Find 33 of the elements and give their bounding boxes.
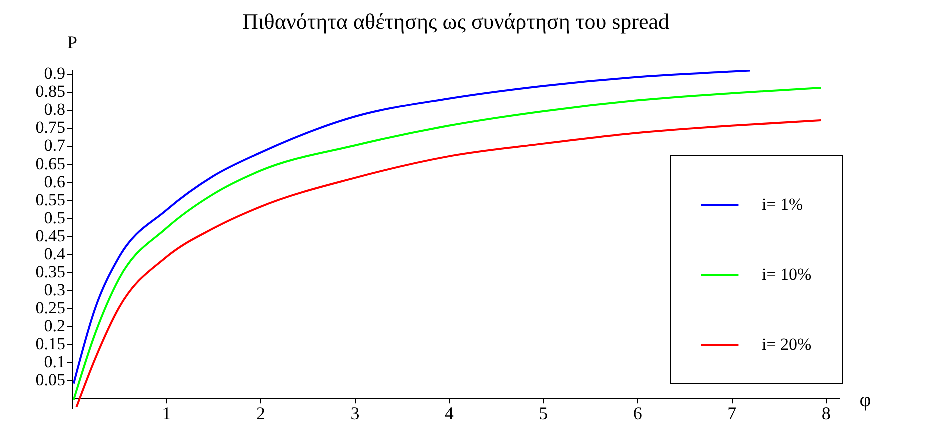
x-tick-label: 2 (256, 404, 266, 424)
y-tick-label: 0.55 (36, 190, 66, 210)
legend-label: i= 10% (762, 265, 812, 284)
y-tick-label: 0.8 (44, 100, 66, 120)
x-tick-label: 5 (539, 404, 548, 424)
y-tick-label: 0.2 (44, 316, 66, 336)
x-tick-label: 3 (350, 404, 360, 424)
y-tick-label: 0.65 (36, 154, 66, 174)
y-tick-label: 0.4 (44, 244, 66, 264)
y-tick-label: 0.05 (36, 370, 66, 390)
chart-title: Πιθανότητα αθέτησης ως συνάρτηση του spread (242, 9, 670, 34)
y-tick-label: 0.7 (44, 136, 66, 156)
legend-label: i= 20% (762, 335, 812, 354)
y-axis-title: P (67, 32, 78, 52)
y-tick-label: 0.85 (36, 82, 66, 102)
line-series (72, 70, 752, 385)
x-axis-title: φ (860, 390, 872, 412)
y-tick-label: 0.45 (36, 226, 66, 246)
y-tick-label: 0.75 (36, 118, 66, 138)
y-tick-label: 0.9 (44, 64, 66, 84)
y-tick-label: 0.1 (44, 352, 66, 372)
y-tick-label: 0.25 (36, 298, 66, 318)
x-tick-label: 1 (162, 404, 172, 424)
legend-label: i= 1% (762, 195, 804, 214)
y-tick-label: 0.3 (44, 280, 66, 300)
x-tick-label: 8 (822, 404, 831, 424)
y-tick-label: 0.6 (44, 172, 66, 192)
y-tick-label: 0.5 (44, 208, 66, 228)
x-tick-label: 6 (633, 404, 642, 424)
y-tick-label: 0.35 (36, 262, 66, 282)
y-tick-label: 0.15 (36, 334, 66, 354)
x-tick-label: 7 (728, 404, 737, 424)
x-tick-label: 4 (444, 404, 454, 424)
